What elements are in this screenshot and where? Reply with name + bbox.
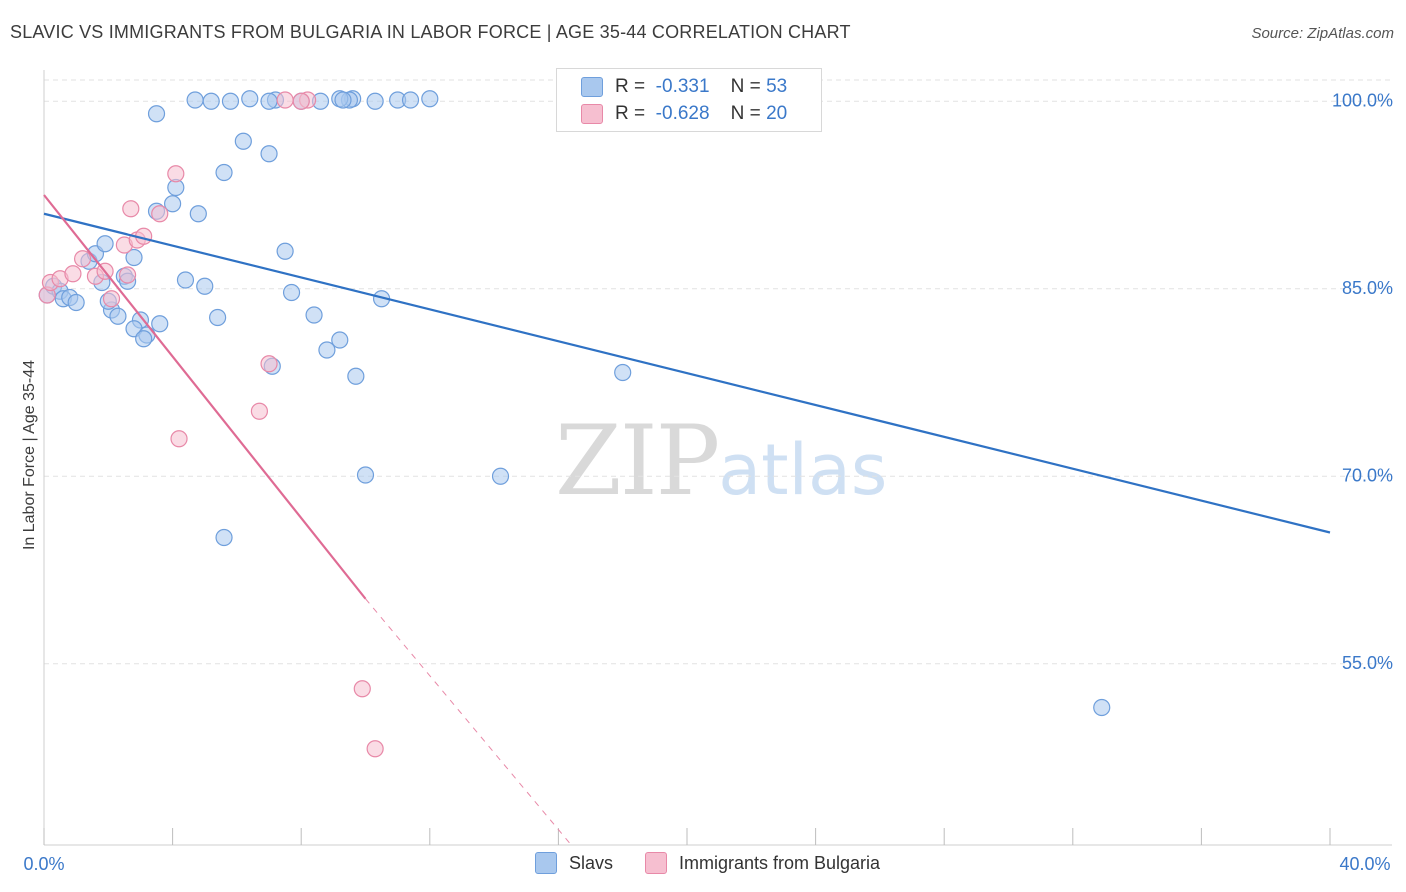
- point-slavs: [147, 105, 166, 123]
- point-slavs: [125, 248, 143, 267]
- y-tick-label: 85.0%: [1342, 278, 1393, 298]
- trendline-bulgaria: [43, 194, 367, 600]
- point-slavs: [234, 132, 252, 150]
- point-slavs: [614, 363, 632, 382]
- point-slavs: [331, 331, 349, 349]
- point-bulgaria: [118, 266, 137, 284]
- series-name-slavs: Slavs: [569, 852, 614, 873]
- point-slavs: [347, 367, 365, 385]
- point-slavs: [221, 92, 240, 110]
- point-bulgaria: [292, 92, 310, 110]
- legend-swatch-slavs: [581, 77, 603, 97]
- point-slavs: [209, 308, 227, 327]
- point-slavs: [189, 205, 207, 223]
- point-bulgaria: [64, 265, 82, 283]
- point-slavs: [421, 90, 439, 108]
- point-bulgaria: [73, 250, 92, 268]
- legend-n-value-slavs: 53: [766, 76, 788, 97]
- point-slavs: [196, 277, 214, 295]
- point-bulgaria: [170, 430, 188, 448]
- point-slavs: [401, 91, 420, 109]
- x-tick-label-max: 40.0%: [1339, 854, 1390, 874]
- legend-r-label: R =: [615, 103, 646, 124]
- point-slavs: [260, 145, 278, 163]
- point-bulgaria: [353, 680, 371, 698]
- watermark-atlas: atlas: [718, 429, 888, 511]
- legend-n-label: N =: [730, 76, 761, 97]
- point-slavs: [96, 235, 114, 253]
- legend-n-value-bulgaria: 20: [766, 103, 788, 124]
- legend-row-slavs: R = -0.331 N = 53: [581, 75, 787, 99]
- point-slavs: [241, 90, 259, 108]
- point-bulgaria: [276, 91, 294, 109]
- source-label: Source: ZipAtlas.com: [1251, 25, 1394, 42]
- point-slavs: [135, 330, 153, 348]
- y-tick-label: 100.0%: [1332, 90, 1393, 110]
- point-slavs: [176, 271, 195, 289]
- legend-row-bulgaria: R = -0.628 N = 20: [581, 102, 787, 126]
- trendline-slavs: [43, 212, 1331, 534]
- y-tick-label: 55.0%: [1342, 653, 1393, 673]
- legend-r-label: R =: [615, 76, 646, 97]
- point-slavs: [491, 467, 510, 485]
- point-bulgaria: [366, 740, 384, 758]
- x-tick-label-min: 0.0%: [23, 854, 64, 874]
- point-slavs: [305, 306, 323, 324]
- series-swatch-bulgaria: [645, 852, 667, 874]
- watermark: ZIPatlas: [555, 405, 887, 517]
- series-legend: Slavs Immigrants from Bulgaria: [0, 852, 1406, 878]
- point-slavs: [318, 341, 336, 359]
- point-slavs: [260, 92, 278, 110]
- point-bulgaria: [102, 290, 121, 308]
- point-slavs: [276, 242, 294, 260]
- point-bulgaria: [260, 355, 278, 373]
- point-slavs: [164, 195, 182, 213]
- point-slavs: [215, 163, 233, 182]
- chart-title: SLAVIC VS IMMIGRANTS FROM BULGARIA IN LA…: [10, 22, 851, 42]
- point-slavs: [67, 293, 85, 312]
- legend-swatch-bulgaria: [581, 104, 603, 124]
- point-slavs: [1093, 698, 1111, 717]
- y-tick-label: 70.0%: [1342, 465, 1393, 485]
- point-slavs: [202, 92, 220, 110]
- point-slavs: [356, 466, 375, 484]
- point-slavs: [366, 92, 384, 110]
- trendline-bulgaria-extension: [365, 598, 572, 846]
- legend-r-value-slavs: -0.331: [655, 76, 710, 97]
- point-bulgaria: [167, 165, 185, 183]
- series-swatch-slavs: [535, 852, 557, 874]
- point-bulgaria: [250, 402, 269, 420]
- series-legend-slavs: Slavs: [535, 852, 613, 874]
- point-slavs: [215, 528, 233, 547]
- series-legend-bulgaria: Immigrants from Bulgaria: [645, 852, 880, 874]
- series-name-bulgaria: Immigrants from Bulgaria: [679, 852, 881, 873]
- legend-r-value-bulgaria: -0.628: [655, 103, 710, 124]
- point-slavs: [151, 315, 169, 333]
- correlation-legend: R = -0.331 N = 53 R = -0.628 N = 20: [556, 68, 822, 132]
- point-bulgaria: [151, 205, 169, 223]
- point-slavs: [109, 307, 127, 325]
- legend-n-label: N =: [730, 103, 761, 124]
- point-bulgaria: [122, 200, 140, 218]
- point-slavs: [334, 91, 352, 109]
- point-slavs: [282, 283, 301, 302]
- watermark-zip: ZIP: [555, 405, 720, 517]
- point-slavs: [186, 91, 204, 109]
